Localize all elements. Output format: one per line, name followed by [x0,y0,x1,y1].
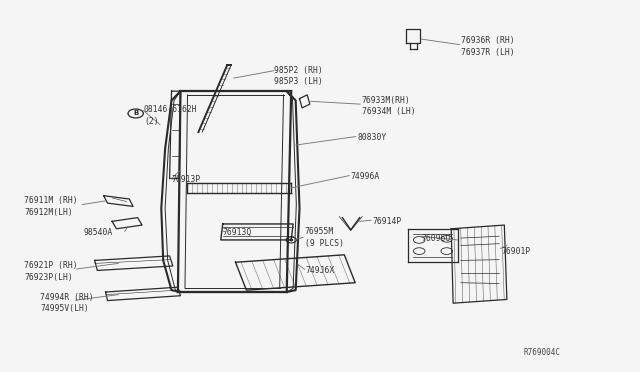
Text: 76901P: 76901P [502,247,531,256]
Text: 76913Q: 76913Q [223,228,252,237]
Text: 74996A: 74996A [351,172,380,181]
Circle shape [290,239,292,241]
Text: R769004C: R769004C [524,348,561,357]
Text: 74994R (RH)
74995V(LH): 74994R (RH) 74995V(LH) [40,293,94,313]
Text: 76933M(RH)
76934M (LH): 76933M(RH) 76934M (LH) [362,96,415,116]
Text: 76955M
(9 PLCS): 76955M (9 PLCS) [305,227,344,247]
Text: 98540A: 98540A [83,228,113,237]
Text: B: B [133,110,138,116]
Text: 76936R (RH)
76937R (LH): 76936R (RH) 76937R (LH) [461,36,515,57]
Text: 985P2 (RH)
985P3 (LH): 985P2 (RH) 985P3 (LH) [274,66,323,86]
Text: 76921P (RH)
76923P(LH): 76921P (RH) 76923P(LH) [24,262,78,282]
Text: 76096U: 76096U [421,234,451,243]
Text: 76913P: 76913P [172,175,201,184]
Text: 08146-6162H
(2): 08146-6162H (2) [144,105,198,125]
Text: 76914P: 76914P [372,217,402,226]
Text: 76911M (RH)
76912M(LH): 76911M (RH) 76912M(LH) [24,196,78,217]
Text: 80830Y: 80830Y [357,133,387,142]
Text: 749J6X: 749J6X [306,266,335,275]
